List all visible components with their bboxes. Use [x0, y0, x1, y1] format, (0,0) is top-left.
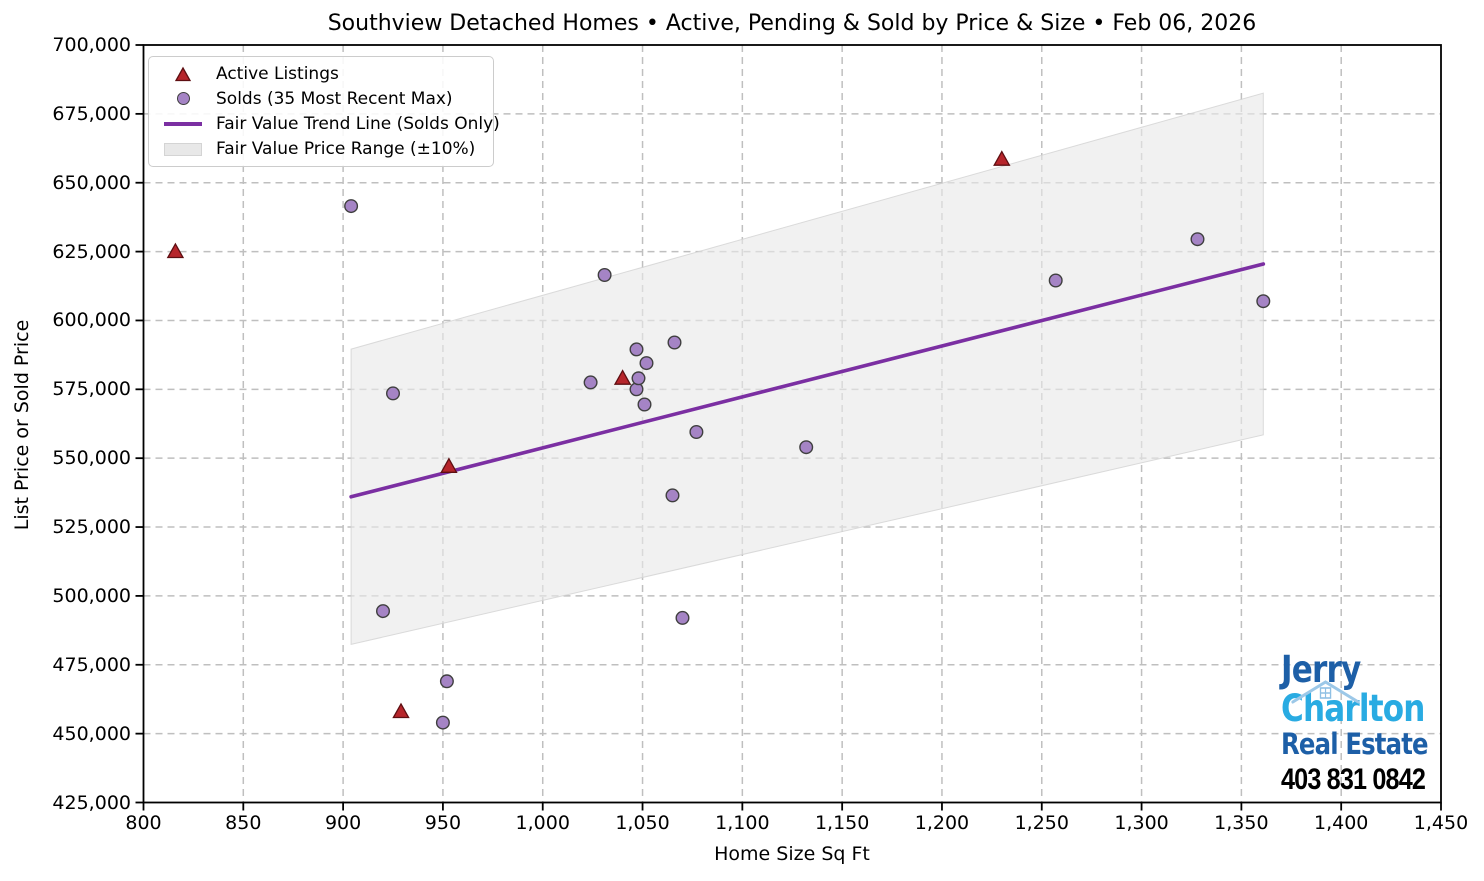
- sold-point: [639, 356, 654, 371]
- sold-point: [583, 375, 598, 390]
- y-tick-label: 650,000: [52, 171, 131, 194]
- x-tick-label: 1,250: [1014, 812, 1069, 834]
- sold-point: [376, 604, 391, 619]
- brand-name-line1: Jerry: [1281, 648, 1361, 691]
- x-tick-label: 1,150: [814, 812, 870, 834]
- house-roof-icon: [1291, 680, 1360, 704]
- sold-point: [799, 440, 814, 455]
- active-point: [392, 702, 410, 719]
- legend-item-solds: Solds (35 Most Recent Max): [159, 86, 493, 111]
- x-tick-label: 800: [125, 812, 162, 834]
- y-tick-label: 550,000: [52, 447, 131, 470]
- x-tick-label: 1,200: [914, 812, 970, 834]
- sold-point: [439, 674, 454, 689]
- sold-point: [597, 268, 612, 283]
- legend-label-trend: Fair Value Trend Line (Solds Only): [216, 114, 500, 135]
- legend-label-range: Fair Value Price Range (±10%): [216, 139, 476, 160]
- brand-tagline: Real Estate: [1281, 727, 1429, 761]
- sold-point: [1256, 294, 1271, 309]
- active-point: [993, 150, 1011, 166]
- x-tick-label: 1,400: [1313, 812, 1369, 834]
- x-tick-label: 1,100: [715, 812, 770, 834]
- x-tick-label: 900: [324, 812, 362, 834]
- y-tick-label: 500,000: [52, 584, 131, 607]
- x-tick-label: 1,050: [615, 812, 670, 834]
- sold-point: [665, 488, 680, 503]
- x-axis-title: Home Size Sq Ft: [714, 843, 870, 865]
- brand-logo: Jerry Charlton Real Estate 403 831 0842: [1281, 648, 1429, 796]
- brand-name-line2: Charlton: [1281, 680, 1428, 727]
- y-tick-label: 450,000: [52, 722, 131, 745]
- active-point: [166, 242, 185, 259]
- sold-point: [631, 371, 646, 386]
- sold-point: [667, 335, 682, 350]
- sold-point: [1048, 273, 1063, 288]
- legend-label-active: Active Listings: [216, 63, 339, 84]
- fair-value-band: [350, 92, 1264, 646]
- active-point: [440, 457, 458, 473]
- sold-point: [386, 386, 401, 401]
- x-tick-label: 1,350: [1214, 812, 1269, 834]
- active-point: [613, 369, 632, 385]
- sold-point: [344, 199, 359, 214]
- trend-line-icon: [159, 122, 207, 127]
- sold-point: [629, 342, 644, 357]
- y-tick-label: 600,000: [52, 309, 131, 332]
- y-tick-label: 700,000: [52, 34, 131, 56]
- y-tick-label: 425,000: [52, 791, 131, 814]
- y-tick-label: 625,000: [52, 240, 131, 263]
- brand-phone: 403 831 0842: [1281, 763, 1426, 796]
- legend: Active Listings Solds (35 Most Recent Ma…: [148, 56, 500, 167]
- sold-point: [1190, 232, 1205, 247]
- y-tick-label: 525,000: [52, 516, 131, 539]
- x-tick-label: 850: [225, 812, 262, 834]
- legend-item-active: Active Listings: [159, 61, 493, 86]
- plot-border: [142, 44, 1442, 804]
- price-range-icon: [159, 142, 207, 156]
- x-tick-label: 1,450: [1413, 812, 1469, 834]
- legend-label-solds: Solds (35 Most Recent Max): [216, 88, 453, 109]
- x-tick-label: 950: [424, 812, 462, 834]
- sold-point: [675, 610, 690, 625]
- y-axis-title: List Price or Sold Price: [11, 319, 33, 531]
- y-tick-label: 575,000: [52, 378, 131, 401]
- fair-value-trend-line: [349, 262, 1266, 499]
- y-tick-label: 675,000: [52, 102, 131, 125]
- legend-item-range: Fair Value Price Range (±10%): [159, 137, 493, 162]
- active-triangle-icon: [159, 66, 207, 82]
- sold-point: [689, 425, 704, 440]
- sold-point: [435, 715, 450, 730]
- x-tick-label: 1,300: [1114, 812, 1169, 834]
- x-tick-label: 1,000: [515, 812, 570, 834]
- sold-point: [637, 397, 652, 412]
- legend-item-trend: Fair Value Trend Line (Solds Only): [159, 112, 500, 137]
- sold-circle-icon: [159, 92, 207, 106]
- chart-title: Southview Detached Homes • Active, Pendi…: [327, 11, 1257, 36]
- y-tick-label: 475,000: [52, 653, 131, 676]
